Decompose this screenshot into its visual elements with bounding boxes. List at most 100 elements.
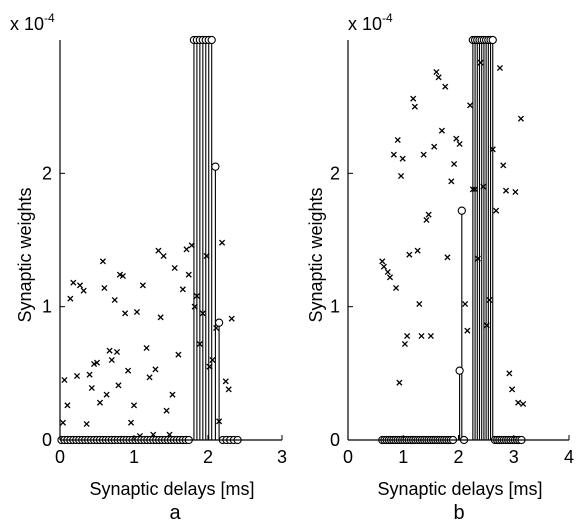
x-tick-label: 1 (398, 447, 408, 467)
o-marker (488, 35, 497, 45)
x-marker (393, 284, 400, 292)
axes-a (59, 40, 283, 441)
y-multiplier-a: x 10-4 (10, 11, 55, 34)
x-marker (125, 367, 132, 374)
x-marker (86, 371, 93, 378)
stems-a (193, 40, 220, 440)
x-marker (396, 379, 403, 386)
x-marker (427, 332, 434, 340)
x-marker (225, 386, 232, 393)
x-marker (73, 372, 81, 380)
x-marker (152, 366, 159, 373)
x-marker (206, 363, 213, 370)
x-marker (113, 348, 121, 356)
y-multiplier-b: x 10-4 (348, 11, 393, 34)
x-marker (451, 160, 458, 168)
x-marker (216, 418, 223, 425)
panel-label-a: a (169, 502, 181, 523)
x-marker (76, 282, 84, 289)
x-marker (496, 64, 503, 72)
x-marker (435, 74, 442, 81)
x-marker (160, 252, 167, 260)
y-tick-label: 2 (42, 163, 52, 183)
x-marker (191, 303, 198, 310)
o-markers-a (57, 35, 242, 445)
ytick-labels-a: 0 1 2 (42, 163, 52, 450)
x-marker (188, 242, 195, 249)
x-marker (228, 315, 235, 322)
x-marker (185, 271, 192, 278)
x-marker (512, 188, 519, 196)
y-axis-label-b: Synaptic weights (306, 187, 326, 322)
ytick-labels-b: 0 1 2 (330, 163, 340, 450)
x-marker (203, 252, 210, 260)
x-marker (502, 187, 510, 194)
x-tick-label: 0 (55, 447, 65, 467)
x-marker (438, 127, 445, 134)
x-marker (414, 247, 421, 254)
x-marker (80, 287, 87, 294)
x-marker (401, 340, 408, 348)
x-marker (61, 376, 68, 384)
x-marker (399, 155, 406, 162)
x-tick-label: 2 (453, 447, 463, 467)
x-marker (386, 274, 394, 281)
y-axis-label-a: Synaptic weights (15, 187, 35, 322)
x-marker (420, 151, 427, 158)
x-marker (127, 419, 135, 426)
x-marker (59, 419, 67, 426)
x-marker (462, 300, 469, 308)
x-marker (418, 332, 425, 340)
x-marker (464, 327, 471, 334)
x-marker (96, 399, 104, 406)
x-marker (467, 102, 474, 109)
x-tick-label: 0 (343, 447, 353, 467)
x-marker (179, 286, 186, 293)
x-marker (119, 272, 126, 280)
x-marker (431, 143, 438, 150)
x-marker (64, 402, 71, 409)
x-marker (425, 211, 432, 218)
x-axis-label-b: Synaptic delays [ms] (377, 479, 542, 499)
xtick-labels-a: 0 1 2 3 (55, 447, 287, 467)
x-marker (453, 135, 460, 142)
x-tick-label: 2 (203, 447, 213, 467)
x-marker (483, 322, 490, 329)
x-axis-label-a: Synaptic delays [ms] (89, 479, 254, 499)
x-marker (88, 384, 95, 392)
x-marker (397, 172, 405, 180)
x-marker (163, 407, 170, 414)
o-marker (457, 206, 466, 215)
x-marker (222, 378, 229, 385)
x-marker (193, 292, 200, 300)
x-marker (416, 300, 423, 308)
x-marker (219, 239, 226, 246)
panel-label-b: b (453, 502, 464, 523)
stems-b (459, 40, 494, 440)
x-marker (515, 399, 522, 406)
x-marker (442, 83, 449, 90)
x-marker (157, 314, 164, 321)
x-marker (111, 296, 118, 304)
x-marker (171, 264, 178, 272)
x-marker (474, 255, 481, 262)
x-marker (411, 103, 418, 110)
x-tick-label: 4 (564, 447, 574, 467)
x-marker (390, 151, 397, 158)
x-marker (196, 340, 203, 348)
x-marker (103, 391, 110, 398)
panel-a: 0 1 2 3 0 1 2 x 10-4 Synaptic delays [ms] Syn… (10, 11, 287, 523)
x-marker (433, 68, 440, 76)
y-tick-label: 0 (330, 430, 340, 450)
x-marker (155, 247, 162, 254)
x-marker (500, 162, 507, 169)
x-marker (175, 351, 182, 358)
x-marker (99, 258, 106, 265)
x-marker (448, 178, 455, 185)
x-marker (106, 347, 113, 354)
x-marker (169, 391, 176, 398)
x-marker (480, 183, 487, 190)
x-marker (410, 95, 417, 102)
